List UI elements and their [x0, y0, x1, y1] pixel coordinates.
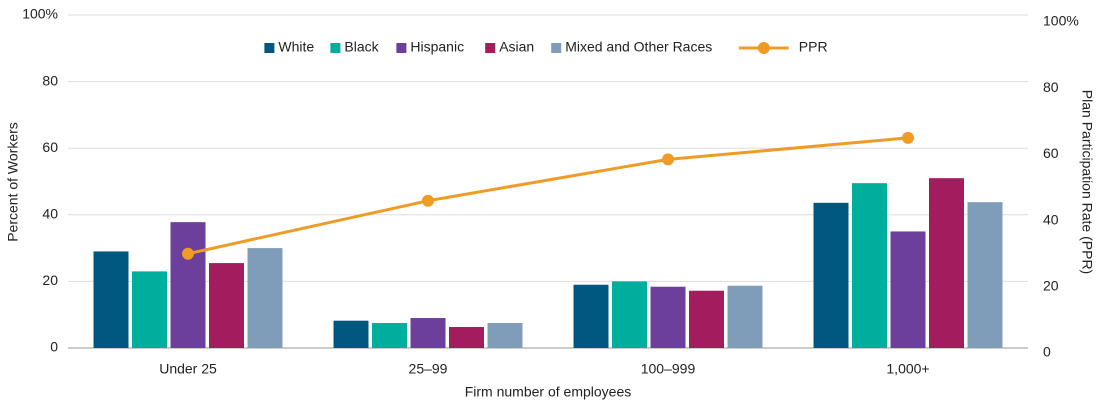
line-marker	[422, 194, 434, 207]
y2-tick-label: 60	[1043, 145, 1059, 161]
legend-label: PPR	[799, 39, 828, 55]
legend-label: Mixed and Other Races	[565, 39, 712, 55]
legend-swatch	[396, 43, 407, 53]
x-tick-label: Under 25	[159, 361, 217, 377]
line-marker	[902, 131, 914, 144]
bar	[132, 271, 167, 348]
y2-tick-label: 100%	[1043, 13, 1079, 29]
legend-label: Black	[344, 39, 379, 55]
bar	[813, 202, 849, 348]
y-tick-label: 100%	[22, 6, 58, 22]
bar	[333, 320, 369, 348]
bar	[372, 323, 407, 348]
y2-tick-label: 40	[1043, 211, 1059, 227]
bar	[852, 183, 887, 348]
bar	[890, 231, 926, 348]
y-tick-label: 20	[42, 272, 58, 288]
bar	[209, 263, 244, 348]
bar	[612, 281, 647, 348]
legend-label: White	[278, 39, 314, 55]
bar	[689, 290, 724, 348]
legend-label: Hispanic	[410, 39, 464, 55]
x-axis-title: Firm number of employees	[465, 384, 632, 400]
y2-tick-label: 20	[1043, 278, 1059, 294]
x-tick-label: 25–99	[409, 361, 448, 377]
y-axis-title: Percent of Workers	[5, 122, 21, 242]
legend-swatch	[264, 43, 275, 53]
line-marker	[662, 153, 674, 166]
y2-tick-label: 0	[1043, 344, 1051, 360]
line-marker	[182, 247, 194, 260]
bar	[410, 318, 446, 348]
y2-tick-label: 80	[1043, 79, 1059, 95]
x-tick-label: 1,000+	[886, 361, 929, 377]
line	[187, 136, 909, 256]
bar	[247, 248, 283, 348]
bar	[650, 286, 686, 348]
bar	[449, 327, 484, 348]
bar	[487, 323, 523, 348]
legend-label: Asian	[499, 39, 534, 55]
legend-marker	[757, 42, 770, 54]
legend-swatch	[485, 43, 496, 53]
bar	[929, 178, 964, 348]
x-tick-label: 100–999	[641, 361, 696, 377]
legend-swatch	[551, 43, 562, 53]
y-tick-label: 0	[50, 339, 58, 355]
y-tick-label: 40	[42, 206, 58, 222]
bar	[727, 285, 763, 348]
legend-swatch	[330, 43, 341, 53]
bar	[170, 222, 206, 348]
bar	[573, 284, 609, 348]
y2-axis-title: Plan Participation Rate (PPR)	[1079, 90, 1095, 274]
bar	[967, 202, 1003, 348]
bar	[93, 251, 129, 348]
y-tick-label: 80	[42, 72, 58, 88]
y-tick-label: 60	[42, 139, 58, 155]
